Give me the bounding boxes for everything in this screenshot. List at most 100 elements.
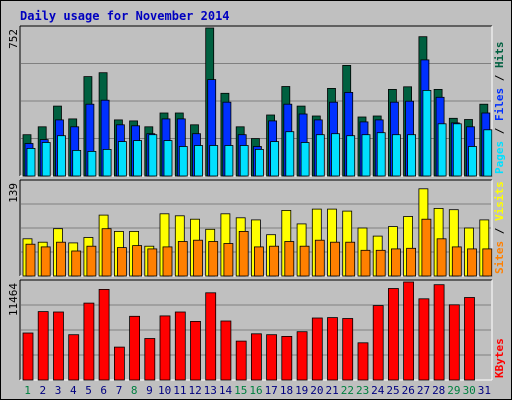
legend-entry-visits: Visits	[493, 181, 506, 221]
day-label-11: 11	[173, 384, 186, 397]
bar-pages-day-7	[118, 141, 127, 177]
bar-sites-day-26	[406, 247, 417, 277]
panel-legend: Pages / Files / Hits	[493, 42, 506, 175]
bar-sites-day-10	[162, 246, 173, 277]
bars-hits_files_pages	[22, 27, 493, 177]
bar-pages-day-23	[361, 134, 371, 177]
bar-pages-day-29	[452, 123, 462, 177]
bar-kbytes-day-15	[235, 340, 247, 381]
bar-kbytes-day-30	[464, 297, 475, 381]
chart-title: Daily usage for November 2014	[20, 9, 230, 23]
bar-sites-day-18	[284, 241, 295, 277]
day-label-26: 26	[402, 384, 415, 397]
day-label-30: 30	[463, 384, 476, 397]
bar-sites-day-16	[253, 246, 264, 277]
bar-pages-day-10	[163, 140, 173, 177]
bar-pages-day-28	[437, 123, 447, 177]
bar-kbytes-day-10	[159, 315, 171, 381]
panel-hits_files_pages: 752 Pages / Files / Hits	[7, 25, 506, 177]
bar-kbytes-day-8	[129, 315, 141, 381]
bar-sites-day-9	[147, 248, 158, 277]
day-label-31: 31	[478, 384, 491, 397]
bar-pages-day-16	[254, 148, 264, 177]
day-label-3: 3	[55, 384, 62, 397]
bar-kbytes-day-26	[403, 281, 415, 381]
panel-legend: Sites / Visits	[493, 181, 506, 274]
day-label-24: 24	[371, 384, 385, 397]
bar-sites-day-13	[208, 241, 219, 277]
legend-separator: /	[493, 121, 506, 141]
bar-sites-day-31	[482, 248, 493, 277]
day-label-5: 5	[85, 384, 92, 397]
bar-sites-day-27	[421, 218, 432, 277]
bar-pages-day-4	[72, 149, 82, 177]
bar-pages-day-24	[376, 132, 386, 177]
day-label-8: 8	[131, 384, 138, 397]
day-label-28: 28	[432, 384, 445, 397]
day-label-22: 22	[341, 384, 354, 397]
day-label-12: 12	[188, 384, 201, 397]
bar-pages-day-21	[331, 133, 340, 177]
bar-kbytes-day-24	[372, 305, 384, 381]
bar-sites-day-29	[451, 246, 462, 277]
bar-pages-day-25	[391, 134, 401, 177]
bar-kbytes-day-13	[205, 292, 217, 381]
bar-pages-day-8	[133, 140, 143, 177]
legend-entry-sites: Sites	[493, 241, 506, 274]
bar-sites-day-3	[56, 241, 66, 277]
day-label-25: 25	[386, 384, 399, 397]
day-axis-labels: 1 2 3 4 5 6 7 8 9 10 11 12 13 14 15 16 17 18 19 20 21 22 23 24 2…	[24, 384, 491, 397]
bar-pages-day-19	[300, 142, 310, 177]
bar-sites-day-12	[193, 239, 203, 277]
bar-kbytes-day-14	[220, 320, 232, 381]
legend-entry-files: Files	[493, 88, 506, 121]
day-label-9: 9	[146, 384, 153, 397]
bar-pages-day-30	[468, 146, 477, 177]
bar-sites-day-24	[375, 249, 386, 277]
y-axis-max-label: 139	[7, 183, 20, 203]
bar-kbytes-day-28	[433, 284, 445, 381]
bar-kbytes-day-1	[22, 332, 34, 381]
day-label-4: 4	[70, 384, 77, 397]
bar-kbytes-day-22	[342, 318, 354, 381]
bar-kbytes-day-21	[327, 317, 338, 381]
bar-pages-day-3	[57, 135, 66, 177]
day-label-6: 6	[100, 384, 107, 397]
bar-kbytes-day-2	[37, 311, 49, 381]
bar-sites-day-6	[101, 228, 112, 277]
day-label-17: 17	[265, 384, 278, 397]
day-label-13: 13	[204, 384, 217, 397]
bar-kbytes-day-4	[68, 334, 80, 381]
day-label-20: 20	[310, 384, 323, 397]
bar-sites-day-28	[436, 238, 447, 277]
day-label-10: 10	[158, 384, 171, 397]
bar-pages-day-20	[315, 134, 325, 177]
day-label-23: 23	[356, 384, 369, 397]
bar-pages-day-17	[270, 141, 280, 177]
y-axis-max-label: 11464	[7, 283, 20, 316]
bar-pages-day-9	[148, 134, 158, 177]
day-label-21: 21	[325, 384, 338, 397]
bars-visits_sites	[22, 188, 493, 277]
bar-pages-day-5	[87, 150, 97, 177]
bar-sites-day-7	[117, 247, 127, 277]
legend-separator: /	[493, 68, 506, 88]
bar-kbytes-day-3	[53, 311, 64, 381]
day-label-16: 16	[249, 384, 262, 397]
bar-kbytes-day-23	[357, 342, 369, 381]
bar-kbytes-day-11	[174, 311, 186, 381]
legend-entry-hits: Hits	[493, 42, 506, 69]
bar-pages-day-18	[285, 131, 295, 177]
bar-sites-day-23	[360, 249, 371, 277]
day-label-19: 19	[295, 384, 308, 397]
bar-sites-day-11	[177, 241, 188, 277]
bar-pages-day-6	[102, 148, 112, 177]
bar-kbytes-day-29	[448, 304, 460, 381]
bar-sites-day-15	[238, 230, 249, 277]
panel-visits_sites: 139 Sites / Visits	[7, 179, 506, 277]
panel-legend: KBytes	[493, 338, 506, 378]
bar-pages-day-12	[194, 145, 203, 177]
day-label-14: 14	[219, 384, 233, 397]
bar-sites-day-8	[132, 245, 143, 277]
